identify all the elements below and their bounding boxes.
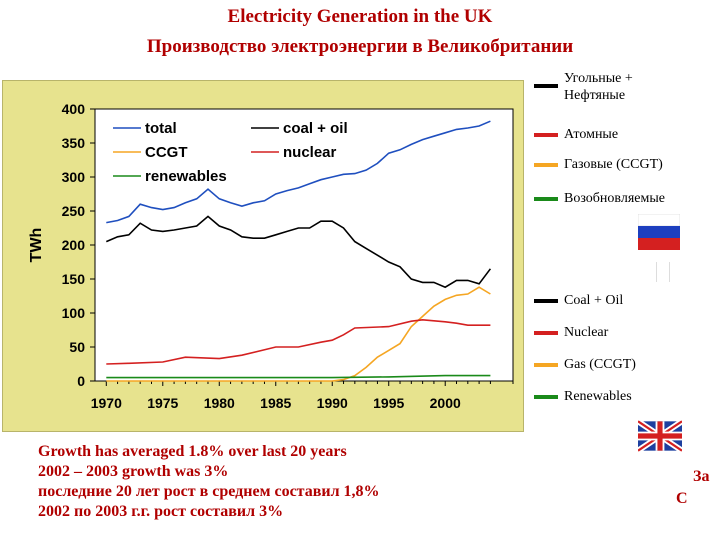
russia-flag-icon [638,214,680,250]
legend-ru-nuclear: Атомные [534,126,618,143]
chart-legend-label-total: total [145,120,177,137]
legend-ru-label: Возобновляемые [564,191,665,206]
y-tick-label: 200 [62,237,86,253]
legend-ru-renewables: Возобновляемые [534,190,665,207]
legend-ru-swatch [534,163,558,167]
y-tick-label: 50 [69,339,85,355]
title-english: Electricity Generation in the UK [227,6,493,27]
x-tick-label: 1970 [91,395,122,411]
y-tick-label: 300 [62,169,86,185]
y-tick-label: 150 [62,271,86,287]
legend-en-swatch [534,331,558,335]
uk-flag-icon [638,418,682,454]
x-tick-label: 1975 [147,395,178,411]
y-tick-label: 400 [62,101,86,117]
x-tick-label: 1985 [260,395,291,411]
plot-area [94,108,514,382]
legend-ru-label: Угольные + Нефтяные [564,71,633,103]
legend-en-nuclear: Nuclear [534,324,608,341]
y-tick-label: 0 [77,373,85,389]
chart-legend-label-ccgt: CCGT [145,144,188,161]
x-tick-label: 1980 [204,395,235,411]
cut-off-text-1: За [693,468,710,485]
legend-en-label: Renewables [564,389,632,404]
legend-en-swatch [534,395,558,399]
legend-ru-label: Газовые (CCGT) [564,157,663,172]
note-line: Growth has averaged 1.8% over last 20 ye… [38,443,347,460]
legend-en-renewables: Renewables [534,388,632,405]
series-line-total [106,120,491,224]
x-tick-label: 1995 [373,395,404,411]
legend-ru-swatch [534,197,558,201]
y-axis-label: TWh [28,228,45,263]
line-chart: 0 50 100 150 200 250 300 350 400 1970 1975 1980 1985… [28,101,514,411]
legend-ru-label: Атомные [564,127,619,142]
note-line: 2002 – 2003 growth was 3% [38,463,229,480]
y-tick-label: 100 [62,305,86,321]
legend-en-swatch [534,363,558,367]
legend-en-label: Gas (CCGT) [564,357,636,372]
chart-area: 0 50 100 150 200 250 300 350 400 1970 1975 1980 1985… [2,80,524,432]
cut-off-text-2: С [676,490,688,507]
legend-ru-coal-oil: Угольные + Нефтяные [534,70,664,104]
chart-legend-label-nuclear: nuclear [283,144,337,161]
background-post [656,262,670,282]
legend-en-swatch [534,299,558,303]
legend-ru-ccgt: Газовые (CCGT) [534,156,663,173]
note-line: последние 20 лет рост в среднем составил… [38,483,380,500]
series-line-coal_oil [105,215,492,289]
legend-en-coal-oil: Coal + Oil [534,292,623,309]
legend-en-label: Coal + Oil [564,293,624,308]
legend-ru-swatch [534,84,558,88]
chart-legend-label-renewables: renewables [145,168,227,185]
series-line-renewables [106,374,491,379]
y-tick-label: 250 [62,203,86,219]
legend-russian: Угольные + Нефтяные Атомные Газовые (CCG… [534,70,720,210]
legend-en-label: Nuclear [564,325,609,340]
note-line: 2002 по 2003 г.г. рост составил 3% [38,503,284,520]
chart-legend-label-coal_oil: coal + oil [283,120,348,137]
legend-en-ccgt: Gas (CCGT) [534,356,636,373]
legend-english: Coal + Oil Nuclear Gas (CCGT) Renewables [534,290,720,410]
series-line-nuclear [106,318,491,365]
x-tick-label: 1990 [317,395,348,411]
legend-ru-swatch [534,133,558,137]
notes-block: Growth has averaged 1.8% over last 20 ye… [38,442,380,522]
x-tick-label: 2000 [430,395,461,411]
title-russian: Производство электроэнергии в Великобрит… [146,36,574,57]
y-tick-label: 350 [62,135,86,151]
